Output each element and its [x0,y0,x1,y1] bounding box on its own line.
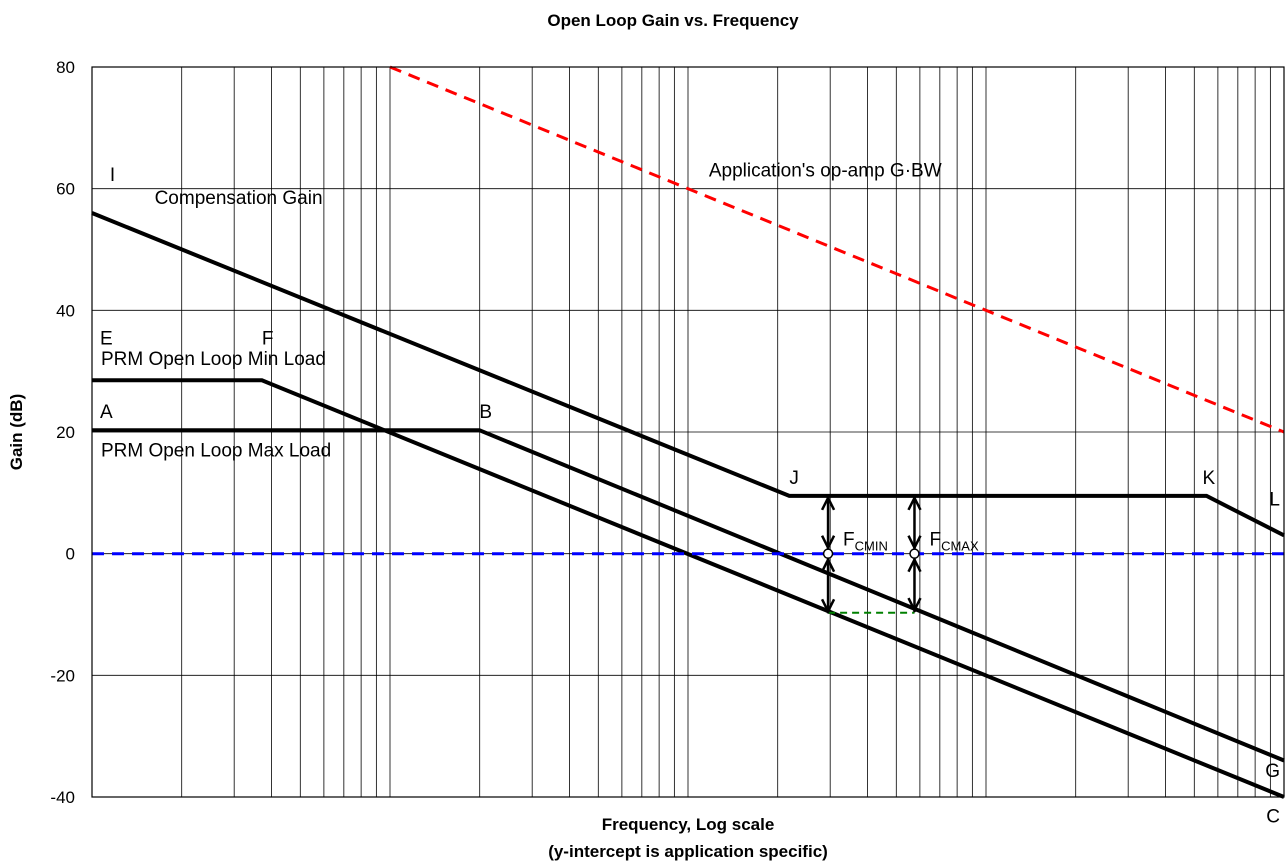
chart-labels: A B C E F G J K L Compensation Gain PRM Open Loop … [100,161,1280,828]
plot-frame [91,66,1285,798]
chart-title: Open Loop Gain vs. Frequency [547,11,799,30]
marker-arrowhead-down [907,535,922,551]
marker-arrowhead-up [907,495,922,511]
marker-label-subscript: CMIN [855,539,888,554]
breakpoint-label: B [479,402,492,423]
y-tick-label: 80 [56,58,75,77]
marker-label: FCMAX [929,530,978,554]
marker-crossover-point [909,548,920,559]
marker-arrowhead-up [907,556,922,573]
y-tick-labels: -40 -20 0 20 40 60 80 [50,58,75,807]
marker-label-subscript: CMAX [941,539,979,554]
breakpoint-label: C [1266,807,1280,828]
marker-crossover-point [822,548,834,559]
breakpoint-label: F [262,328,274,349]
breakpoint-label: K [1203,468,1216,489]
marker-arrowhead-down [820,535,836,551]
series-line [91,211,1285,538]
y-tick-label: -20 [50,666,75,685]
annotation-label: PRM Open Loop Max Load [101,440,331,461]
y-tick-label: 0 [66,545,75,564]
series-line [389,65,1285,434]
breakpoint-label: L [1269,489,1280,510]
series-line [92,378,1285,799]
marker-arrowhead-down [820,598,836,615]
annotation-label: Compensation Gain [155,188,323,209]
y-tick-label: 40 [56,301,75,320]
y-tick-label: -40 [50,788,75,807]
annotation-label: I [110,165,115,186]
marker-arrowhead-down [907,597,922,613]
breakpoint-label: J [789,468,799,489]
crossover-markers: FCMIN FCMAX [820,495,979,615]
grid [92,66,1284,798]
breakpoint-label: G [1265,761,1280,782]
x-axis-title: Frequency, Log scale [602,815,775,834]
annotation-label: Application's op-amp G·BW [709,161,942,182]
marker-arrowhead-up [820,495,836,511]
y-tick-label: 60 [56,180,75,199]
y-tick-label: 20 [56,423,75,442]
series-line [92,428,1285,763]
breakpoint-label: A [100,402,113,423]
marker-arrowhead-up [820,556,836,573]
y-axis-title: Gain (dB) [7,394,26,471]
series-layer [91,65,1285,799]
breakpoint-label: E [100,328,113,349]
x-axis-note: (y-intercept is application specific) [548,842,828,861]
marker-label: FCMIN [843,530,888,554]
annotation-label: PRM Open Loop Min Load [101,349,326,370]
